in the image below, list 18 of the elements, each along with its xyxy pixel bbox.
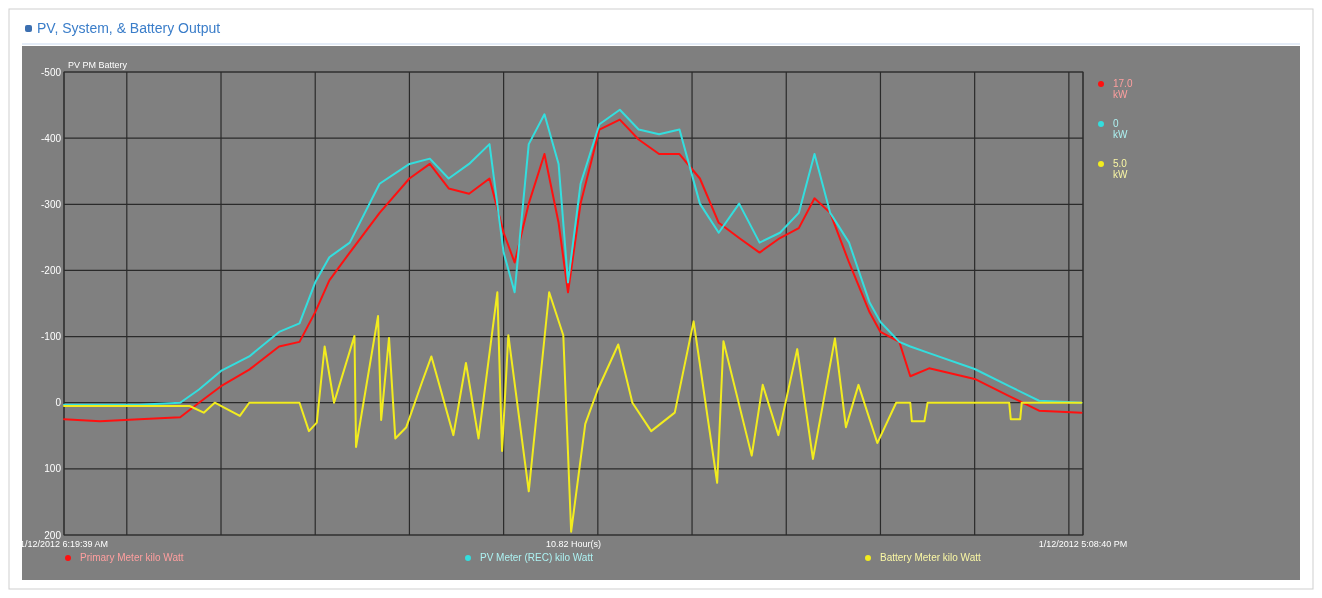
text: 0 kW: [1113, 118, 1128, 140]
chart-title: PV, System, & Battery Output: [37, 20, 221, 36]
y-tick-label: 0: [55, 397, 62, 409]
text: 5.0 kW: [1113, 158, 1128, 180]
y-tick-label: -200: [40, 264, 62, 276]
legend-label: Battery Meter kilo Watt: [880, 552, 981, 563]
legend-label: Primary Meter kilo Watt: [80, 552, 184, 563]
y-tick-label: 200: [44, 529, 62, 541]
y-tick-label: -300: [40, 198, 62, 210]
text: 17.0 kW: [1113, 78, 1133, 100]
x-tick-label: 1/12/2012 5:08:40 PM: [1038, 539, 1128, 549]
y-tick-label: -400: [40, 132, 62, 144]
y-tick-label: 100: [44, 463, 62, 475]
y-tick-label: -500: [40, 66, 62, 78]
legend-label: PV Meter (REC) kilo Watt: [480, 552, 594, 563]
x-axis-title: 10.82 Hour(s): [545, 539, 602, 549]
y-axis-title: PV PM Battery: [68, 60, 128, 70]
y-tick-label: -100: [40, 331, 62, 343]
